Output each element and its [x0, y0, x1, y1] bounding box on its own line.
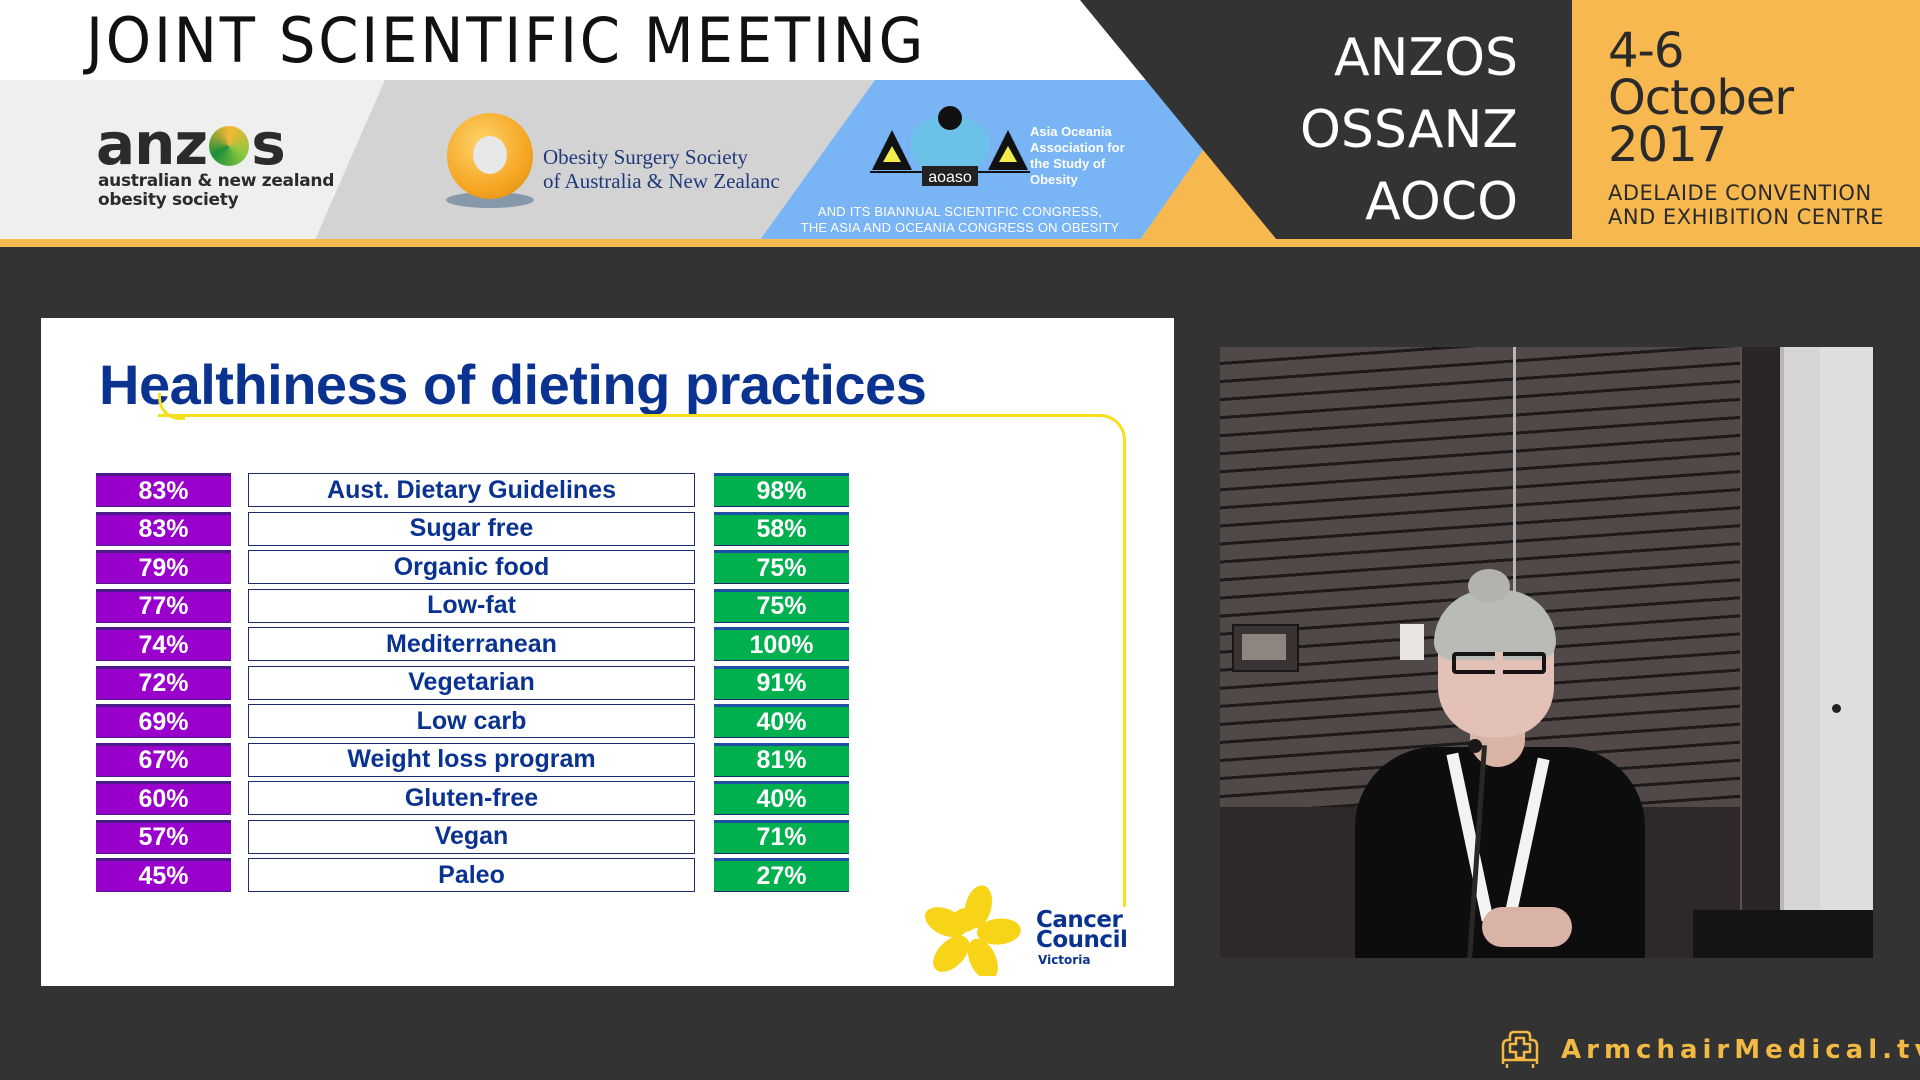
left-percent: 69% — [96, 704, 231, 738]
date-days: 4-6 — [1608, 23, 1684, 79]
anzos-subtitle: australian & new zealand obesity society — [98, 172, 334, 210]
wall-seam — [1513, 347, 1516, 607]
ossanz-line1: Obesity Surgery Society — [543, 145, 748, 169]
door — [1740, 347, 1782, 958]
daffodil-icon — [924, 885, 1021, 976]
logo-line1: Cancer — [1036, 907, 1123, 933]
aoaso-name-line: Asia Oceania — [1030, 124, 1112, 139]
venue-line2: AND EXHIBITION CENTRE — [1608, 205, 1884, 229]
ossanz-line2: of Australia & New Zealanc — [543, 169, 780, 193]
cancer-council-logo: Cancer Council — [1036, 907, 1128, 953]
slide-accent-line — [158, 414, 1126, 907]
aoaso-logo-icon: aoaso — [870, 106, 1030, 186]
right-percent: 58% — [714, 511, 849, 546]
congress-line1: AND ITS BIANNUAL SCIENTIFIC CONGRESS, — [817, 204, 1103, 219]
date-year: 2017 — [1608, 117, 1727, 173]
left-percent: 60% — [96, 781, 231, 815]
logo-line3: Victoria — [1038, 953, 1091, 967]
presentation-slide: Healthiness of dieting practices 83% Aus… — [41, 318, 1174, 986]
org-anzos: ANZOS — [1333, 28, 1518, 88]
aoaso-name-line: Obesity — [1030, 172, 1078, 187]
org-ossanz: OSSANZ — [1299, 100, 1518, 160]
speaker-hair-bun — [1468, 569, 1510, 603]
diet-label: Vegan — [248, 819, 695, 854]
logo-line2: Council — [1036, 927, 1128, 953]
ossanz-name: Obesity Surgery Society of Australia & N… — [543, 145, 780, 193]
glasses — [1452, 652, 1546, 674]
podium — [1693, 910, 1873, 958]
right-percent: 81% — [714, 742, 849, 777]
anzos-subtitle-line2: obesity society — [98, 190, 239, 210]
diet-label: Aust. Dietary Guidelines — [248, 473, 695, 507]
event-dates: 4-6 October 2017 — [1608, 23, 1794, 173]
white-panel-2 — [1820, 347, 1873, 958]
left-percent: 72% — [96, 665, 231, 700]
anzos-subtitle-line1: australian & new zealand — [98, 171, 335, 191]
microphone-icon — [1468, 739, 1482, 753]
right-percent: 75% — [714, 550, 849, 584]
ossanz-ring-icon — [447, 113, 533, 199]
right-percent: 75% — [714, 588, 849, 623]
diet-label: Low carb — [248, 704, 695, 738]
diet-label: Gluten-free — [248, 781, 695, 815]
left-percent: 77% — [96, 588, 231, 623]
org-aoco: AOCO — [1365, 172, 1518, 232]
door-knob — [1832, 704, 1841, 713]
conference-banner: JOINT SCIENTIFIC MEETING anz s australian… — [0, 0, 1920, 248]
left-percent: 67% — [96, 742, 231, 777]
armchair-medical-brand: ArmchairMedical.tv — [1497, 1030, 1920, 1070]
diet-label: Low-fat — [248, 588, 695, 623]
anzos-wordmark-right: s — [251, 110, 286, 178]
right-percent: 100% — [714, 627, 849, 661]
left-percent: 79% — [96, 550, 231, 584]
wall-control-panel — [1232, 624, 1299, 672]
aoaso-name: Asia Oceania Association for the Study o… — [1030, 124, 1125, 188]
anzos-logo: anz s — [96, 110, 286, 178]
aoaso-name-line: Association for — [1030, 140, 1125, 155]
anzos-swirl-icon — [209, 126, 250, 166]
speaker-hands — [1482, 907, 1572, 947]
right-percent: 91% — [714, 665, 849, 700]
aoaso-name-line: the Study of — [1030, 156, 1106, 171]
right-percent: 40% — [714, 781, 849, 815]
right-percent: 40% — [714, 704, 849, 738]
meeting-title: JOINT SCIENTIFIC MEETING — [86, 4, 927, 77]
left-percent: 45% — [96, 858, 231, 892]
diet-label: Paleo — [248, 858, 695, 892]
svg-text:aoaso: aoaso — [928, 169, 972, 186]
diet-label: Organic food — [248, 550, 695, 584]
light-switch — [1400, 624, 1424, 660]
aoaso-congress-text: AND ITS BIANNUAL SCIENTIFIC CONGRESS, TH… — [790, 204, 1130, 236]
diet-label: Vegetarian — [248, 665, 695, 700]
date-month: October — [1608, 70, 1794, 126]
left-percent: 83% — [96, 473, 231, 507]
right-percent: 98% — [714, 473, 849, 507]
right-percent: 71% — [714, 819, 849, 854]
event-venue: ADELAIDE CONVENTION AND EXHIBITION CENTR… — [1608, 181, 1884, 229]
slide-title: Healthiness of dieting practices — [99, 353, 927, 416]
right-percent: 27% — [714, 858, 849, 892]
ossanz-ring-shadow — [446, 192, 534, 208]
left-percent: 83% — [96, 511, 231, 546]
congress-line2: THE ASIA AND OCEANIA CONGRESS ON OBESITY — [800, 220, 1120, 235]
organisation-list: ANZOS OSSANZ AOCO — [1290, 22, 1518, 238]
diet-label: Mediterranean — [248, 627, 695, 661]
diet-label: Sugar free — [248, 511, 695, 546]
anzos-wordmark-left: anz — [96, 110, 208, 178]
left-percent: 74% — [96, 627, 231, 661]
venue-line1: ADELAIDE CONVENTION — [1608, 181, 1872, 205]
banner-background — [0, 0, 1920, 247]
armchair-cross-icon — [1501, 1030, 1539, 1068]
diet-label: Weight loss program — [248, 742, 695, 777]
left-percent: 57% — [96, 819, 231, 854]
brand-name: ArmchairMedical.tv — [1561, 1035, 1920, 1065]
speaker-video — [1220, 347, 1873, 958]
slide-accent-hook — [158, 393, 185, 420]
